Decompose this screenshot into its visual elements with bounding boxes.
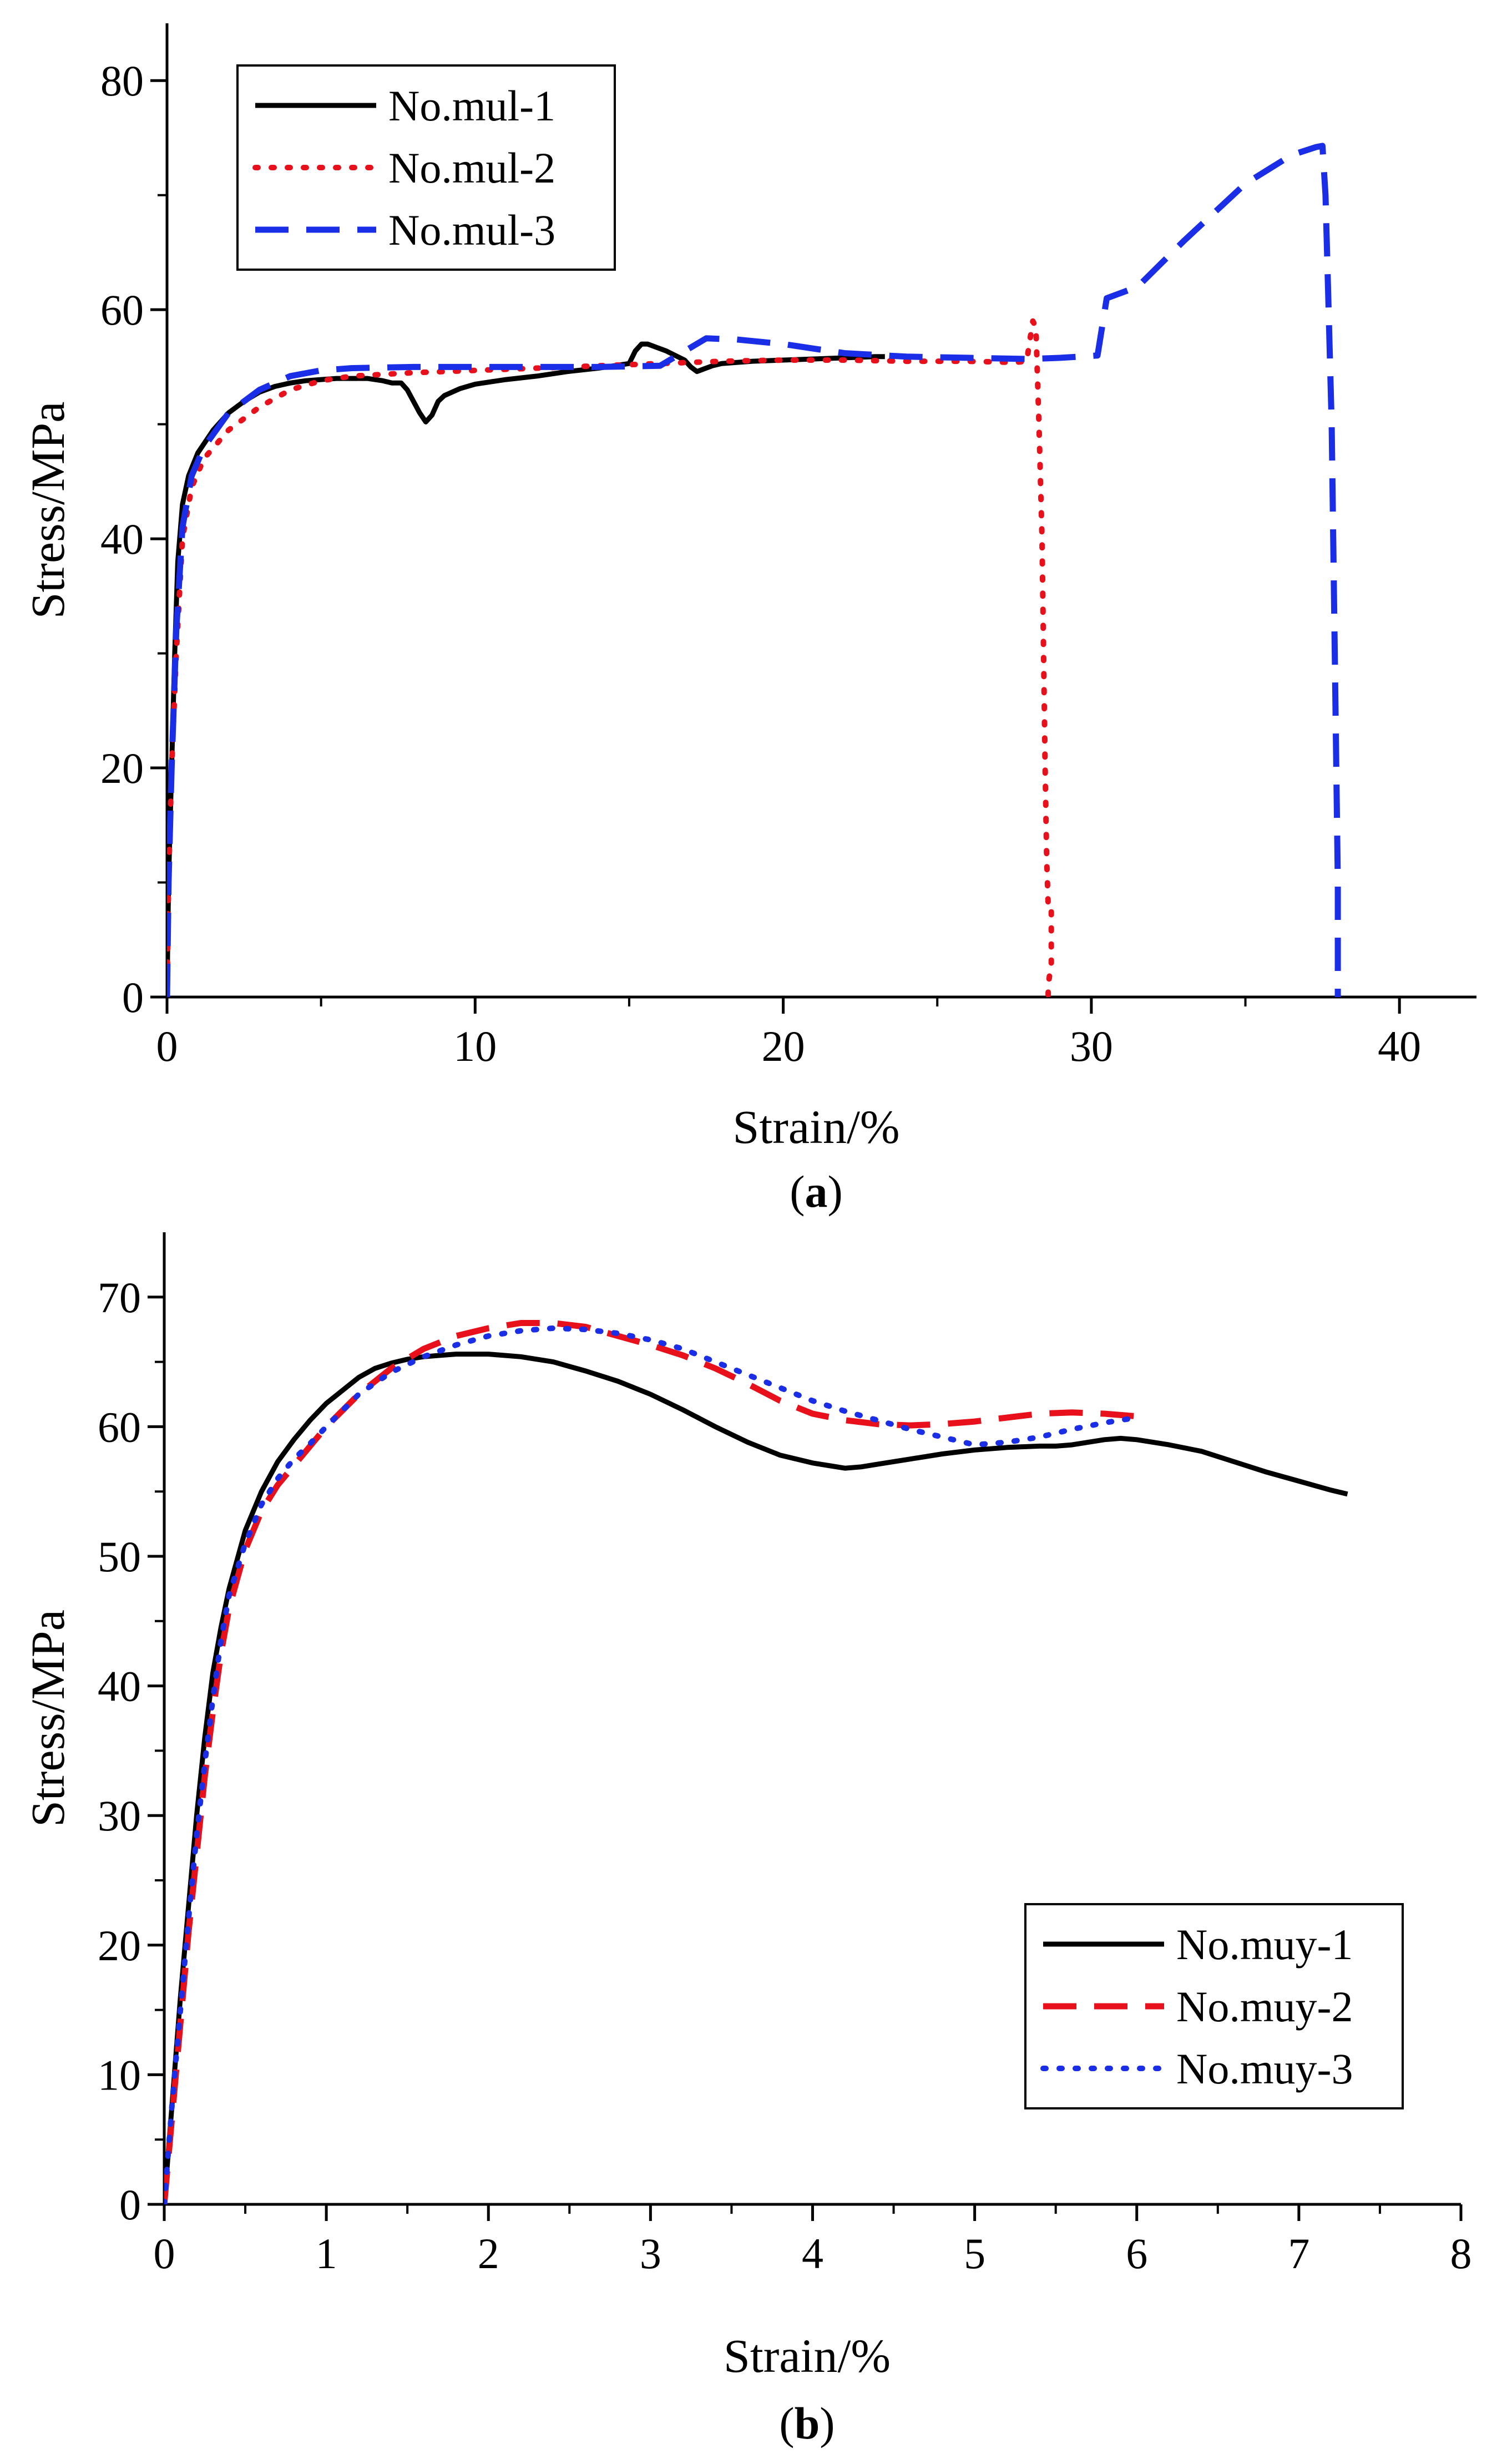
y-tick-label: 20 bbox=[100, 744, 144, 792]
y-tick-label: 60 bbox=[100, 286, 144, 334]
y-tick-label: 60 bbox=[98, 1403, 141, 1451]
x-tick-label: 4 bbox=[802, 2229, 823, 2278]
caption-open: ( bbox=[779, 2398, 794, 2448]
y-tick-label: 70 bbox=[98, 1273, 141, 1322]
series-group bbox=[164, 1320, 1348, 2204]
x-tick-label: 5 bbox=[964, 2229, 985, 2278]
x-tick-label: 40 bbox=[1378, 1022, 1421, 1070]
legend-label: No.mul-2 bbox=[388, 144, 555, 192]
x-tick-label: 8 bbox=[1450, 2229, 1472, 2278]
series-line-no-mul-3 bbox=[167, 143, 1341, 997]
x-axis-title: Strain/% bbox=[724, 2329, 891, 2382]
y-tick-label: 40 bbox=[98, 1662, 141, 1711]
caption-open: ( bbox=[790, 1166, 805, 1217]
x-tick-label: 7 bbox=[1288, 2229, 1309, 2278]
caption-letter: b bbox=[795, 2398, 820, 2448]
y-tick-label: 20 bbox=[98, 1921, 141, 1970]
legend-label: No.muy-3 bbox=[1176, 2045, 1353, 2093]
y-tick-label: 0 bbox=[122, 973, 144, 1021]
panel-caption: (b) bbox=[779, 2398, 835, 2448]
x-axis-title: Strain/% bbox=[733, 1100, 900, 1153]
y-tick-label: 0 bbox=[119, 2180, 141, 2229]
legend-label: No.muy-1 bbox=[1176, 1920, 1353, 1969]
panel-caption: (a) bbox=[790, 1166, 843, 1217]
x-tick-label: 10 bbox=[453, 1022, 497, 1070]
caption-close: ) bbox=[828, 1166, 843, 1217]
x-tick-label: 0 bbox=[154, 2229, 175, 2278]
legend: No.muy-1 No.muy-2 No.muy-3 bbox=[1024, 1903, 1404, 2109]
x-tick-label: 0 bbox=[156, 1022, 178, 1070]
caption-close: ) bbox=[820, 2398, 835, 2448]
panel-a-chart: 0 10 20 30 40 0 20 40 60 80 Strain/% Stress/MPa No.m… bbox=[21, 23, 1476, 1217]
panel-b-chart: 0 1 2 3 4 5 6 7 8 0 10 20 30 40 50 60 70 Strain/% Stress/M… bbox=[21, 1232, 1472, 2448]
caption-letter: a bbox=[805, 1166, 828, 1217]
series-group bbox=[167, 143, 1341, 997]
series-line-no-muy-1 bbox=[164, 1352, 1348, 2204]
legend-label: No.mul-1 bbox=[388, 82, 555, 130]
x-tick-label: 30 bbox=[1070, 1022, 1113, 1070]
y-tick-label: 30 bbox=[98, 1792, 141, 1840]
series-line-no-muy-2 bbox=[164, 1320, 1137, 2204]
legend-box bbox=[1024, 1903, 1404, 2109]
y-tick-label: 50 bbox=[98, 1532, 141, 1581]
legend-label: No.muy-2 bbox=[1176, 1982, 1353, 2031]
y-tick-label: 10 bbox=[98, 2051, 141, 2099]
x-tick-label: 3 bbox=[640, 2229, 661, 2278]
x-tick-label: 20 bbox=[762, 1022, 805, 1070]
y-axis-title: Stress/MPa bbox=[21, 1610, 74, 1827]
x-tick-label: 1 bbox=[316, 2229, 337, 2278]
legend: No.mul-1 No.mul-2 No.mul-3 bbox=[236, 64, 616, 271]
legend-box bbox=[236, 64, 616, 271]
y-axis-title: Stress/MPa bbox=[21, 402, 74, 619]
series-line-no-muy-3 bbox=[164, 1325, 1140, 2204]
y-tick-label: 80 bbox=[100, 57, 144, 105]
y-tick-label: 40 bbox=[100, 515, 144, 563]
legend-label: No.mul-3 bbox=[388, 206, 555, 254]
x-tick-label: 2 bbox=[478, 2229, 499, 2278]
x-tick-label: 6 bbox=[1126, 2229, 1147, 2278]
